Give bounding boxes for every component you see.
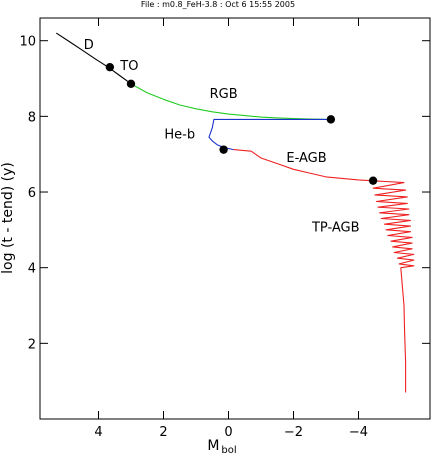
y-tick-label: 10 <box>19 35 36 50</box>
x-tick-label: 2 <box>159 425 167 440</box>
marker-group <box>105 62 378 185</box>
data-point <box>126 79 136 89</box>
data-point <box>368 176 378 185</box>
x-axis-label-main: M <box>207 438 219 454</box>
series-line <box>208 118 330 151</box>
series-line <box>371 180 415 269</box>
phase-label: TP-AGB <box>311 221 360 236</box>
tick-group: 4 2 0 −2 −4 2 4 6 8 10 <box>19 18 430 440</box>
y-tick-label: 4 <box>28 262 36 277</box>
phase-label: He-b <box>164 127 195 142</box>
series-line <box>233 149 372 182</box>
annotation-group: D TO RGB He-b E-AGB TP-AGB <box>84 38 360 236</box>
data-point <box>326 115 336 124</box>
data-point <box>219 145 228 154</box>
data-point <box>105 62 115 72</box>
series-line <box>55 32 132 85</box>
plot-frame <box>39 17 431 420</box>
file-header: File : m0.8_FeH-3.8 : Oct 6 15:55 2005 <box>140 0 296 9</box>
phase-label: E-AGB <box>286 151 326 166</box>
y-tick-label: 2 <box>28 337 36 352</box>
x-tick-label: −4 <box>349 425 368 440</box>
phase-label: RGB <box>210 87 238 102</box>
x-axis-label-sub: bol <box>221 445 236 456</box>
y-tick-label: 8 <box>28 110 36 125</box>
phase-label: D <box>84 38 94 53</box>
phase-label: TO <box>119 59 138 74</box>
y-axis-label: log (t - tend) (y) <box>0 162 16 274</box>
y-tick-label: 6 <box>28 186 36 201</box>
x-tick-label: 0 <box>224 425 232 440</box>
series-line <box>400 267 407 393</box>
x-tick-label: 4 <box>94 425 102 440</box>
x-tick-label: −2 <box>284 425 303 440</box>
series-line <box>130 83 330 120</box>
